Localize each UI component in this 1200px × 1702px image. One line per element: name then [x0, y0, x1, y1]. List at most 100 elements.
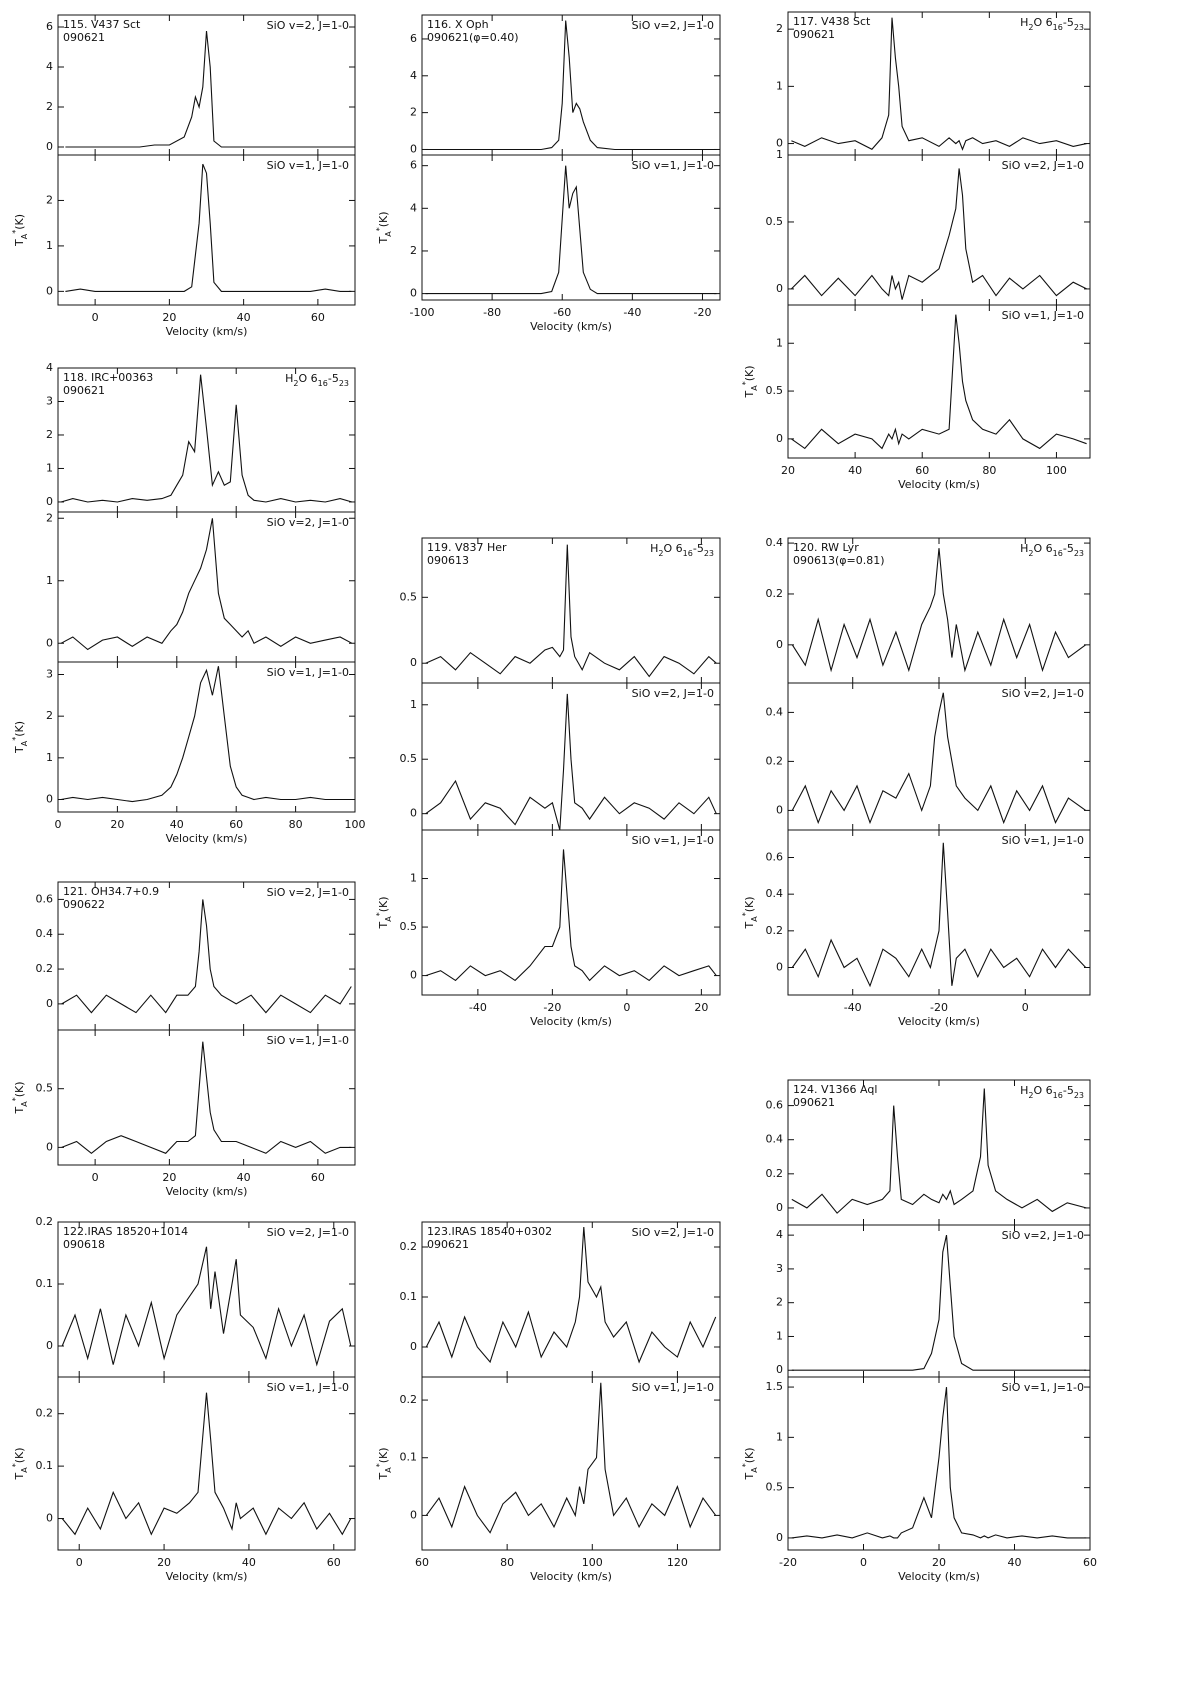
line-label-part: H	[1020, 16, 1028, 29]
spectrum	[791, 17, 1087, 151]
y-axis-label-part: A	[384, 916, 393, 922]
observation-date: 090621	[63, 31, 105, 44]
y-axis-label-part: A	[750, 1467, 759, 1473]
panel-frame	[57, 1029, 356, 1166]
line-label-part: 23	[1074, 1091, 1084, 1100]
x-tick-label: 120	[667, 1556, 688, 1569]
source-title: 124. V1366 Aql	[793, 1083, 877, 1096]
y-tick-label: 4	[410, 201, 417, 214]
line-label-part: SiO v=2, J=1-0	[632, 687, 714, 700]
x-tick-label: 0	[1022, 1001, 1029, 1014]
x-axis-label: Velocity (km/s)	[530, 1015, 612, 1028]
line-label: SiO v=2, J=1-0	[267, 516, 349, 529]
x-tick-label: -100	[410, 306, 435, 319]
line-label-part: 16	[683, 549, 693, 558]
y-tick-label: 0.6	[36, 892, 54, 905]
y-axis-label-part: *	[11, 737, 20, 741]
spectrum	[61, 899, 352, 1014]
line-label: SiO v=2, J=1-0	[267, 1226, 349, 1239]
y-tick-label: 0	[776, 1531, 783, 1544]
x-tick-label: 80	[500, 1556, 514, 1569]
y-axis-label-part: A	[384, 1467, 393, 1473]
line-label-part: O 6	[664, 542, 683, 555]
y-axis-label: TA*(K)	[11, 721, 29, 754]
spectrum	[791, 1387, 1087, 1539]
y-axis-label: TA*(K)	[375, 896, 393, 929]
y-tick-label: 0	[776, 137, 783, 150]
y-axis-label-part: *	[741, 381, 750, 385]
y-tick-label: 2	[46, 709, 53, 722]
x-tick-label: 20	[781, 464, 795, 477]
y-tick-label: 0	[410, 807, 417, 820]
y-tick-label: 0.1	[36, 1459, 54, 1472]
line-label: SiO v=1, J=1-0	[632, 834, 714, 847]
x-tick-label: 80	[289, 818, 303, 831]
spectrum	[791, 314, 1087, 450]
line-label-part: SiO v=2, J=1-0	[632, 1226, 714, 1239]
y-axis-label-part: T	[377, 237, 390, 245]
x-tick-label: 60	[229, 818, 243, 831]
line-label-part: SiO v=1, J=1-0	[267, 1034, 349, 1047]
y-tick-label: 0	[410, 142, 417, 155]
observation-date: 090613	[427, 554, 469, 567]
spectrum	[425, 20, 717, 151]
y-axis-label-part: *	[375, 227, 384, 231]
line-label-part: SiO v=2, J=1-0	[1002, 159, 1084, 172]
y-tick-label: 0.5	[400, 920, 418, 933]
x-tick-label: 20	[162, 1171, 176, 1184]
source-title: 115. V437 Sct	[63, 18, 141, 31]
line-label-part: SiO v=1, J=1-0	[632, 159, 714, 172]
y-axis-label-part: (K)	[743, 365, 756, 381]
line-label-part: 23	[339, 379, 349, 388]
y-tick-label: 0.2	[36, 1407, 54, 1420]
y-tick-label: 1	[410, 872, 417, 885]
spectrum	[791, 1234, 1087, 1371]
x-tick-label: 40	[237, 1171, 251, 1184]
line-label-part: SiO v=1, J=1-0	[632, 1381, 714, 1394]
spectrum	[791, 1088, 1087, 1214]
y-tick-label: 0.2	[400, 1393, 418, 1406]
line-label-part: SiO v=2, J=1-0	[1002, 1229, 1084, 1242]
observation-date: 090621	[793, 28, 835, 41]
y-tick-label: 1	[776, 1430, 783, 1443]
source-title: 117. V438 Sct	[793, 15, 871, 28]
line-label-part: SiO v=1, J=1-0	[267, 1381, 349, 1394]
x-tick-label: 100	[582, 1556, 603, 1569]
x-tick-label: 0	[92, 1171, 99, 1184]
line-label-part: -5	[1063, 542, 1074, 555]
spectrum	[791, 692, 1087, 825]
x-tick-label: -80	[483, 306, 501, 319]
line-label-part: H	[650, 542, 658, 555]
y-tick-label: 0	[46, 495, 53, 508]
line-label-part: 2	[1028, 1091, 1033, 1100]
y-axis-label-part: (K)	[13, 1447, 26, 1463]
y-axis-label: TA*(K)	[741, 1447, 759, 1480]
line-label-part: 2	[293, 379, 298, 388]
line-label-part: O 6	[299, 372, 318, 385]
line-label-part: -5	[1063, 1084, 1074, 1097]
observation-date: 090621	[793, 1096, 835, 1109]
y-axis-label: TA*(K)	[11, 1081, 29, 1114]
spectrum	[425, 1226, 717, 1364]
source-title: 120. RW Lyr	[793, 541, 859, 554]
y-axis-label-part: A	[20, 740, 29, 746]
y-axis-label-part: *	[11, 1463, 20, 1467]
source-title: 118. IRC+00363	[63, 371, 153, 384]
spectrum	[425, 165, 717, 295]
y-axis-label-part: (K)	[13, 721, 26, 737]
line-label-part: SiO v=1, J=1-0	[267, 159, 349, 172]
line-label-part: -5	[1063, 16, 1074, 29]
line-label: H2O 616-523	[650, 542, 714, 558]
observation-date: 090622	[63, 898, 105, 911]
line-label-part: H	[1020, 542, 1028, 555]
y-axis-label-part: (K)	[743, 1447, 756, 1463]
x-axis-label: Velocity (km/s)	[166, 832, 248, 845]
y-tick-label: 0.2	[400, 1240, 418, 1253]
y-axis-label-part: *	[741, 1463, 750, 1467]
line-label-part: H	[285, 372, 293, 385]
line-label: H2O 616-523	[1020, 542, 1084, 558]
y-tick-label: 0.4	[36, 927, 54, 940]
y-tick-label: 0.4	[766, 887, 784, 900]
